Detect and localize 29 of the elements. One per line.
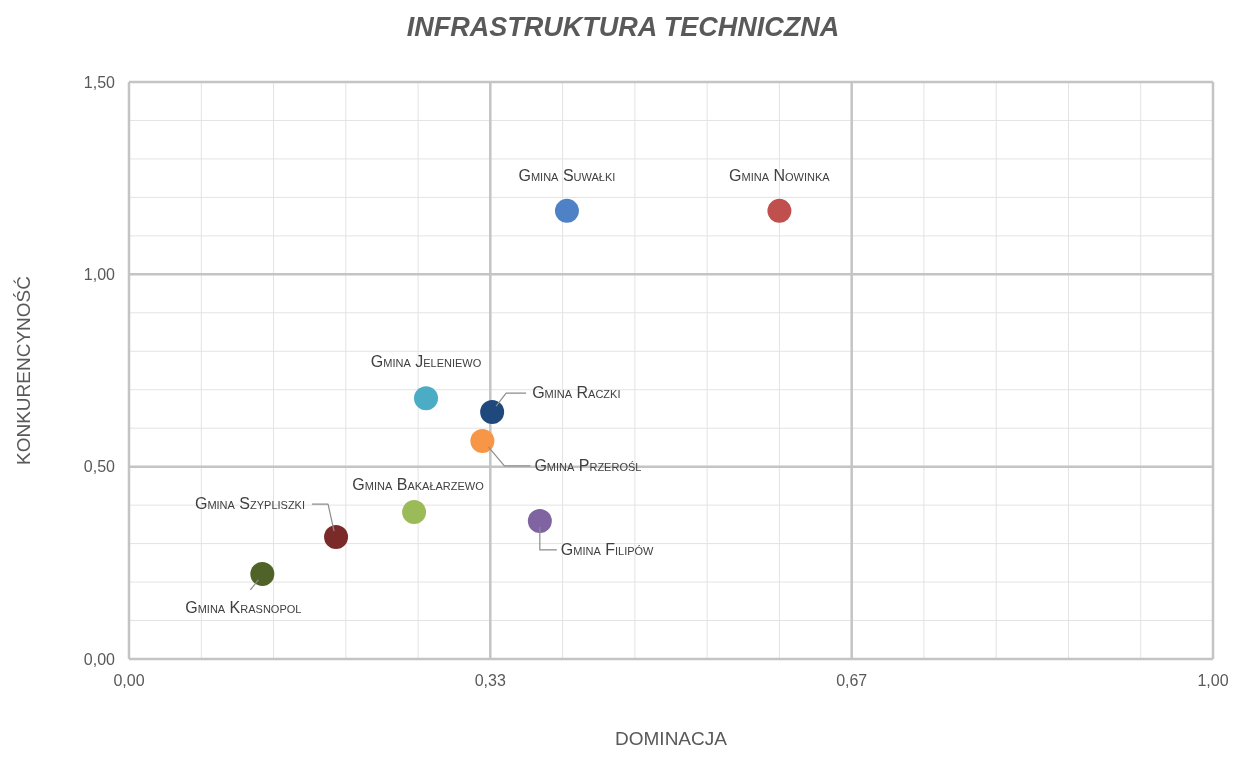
series-label: Gmina Szypliszki — [194, 495, 306, 513]
x-tick-label: 0,67 — [836, 672, 868, 690]
point — [250, 561, 275, 586]
y-tick-label: 1,00 — [83, 266, 116, 284]
series-label: Gmina Filipów — [560, 540, 655, 558]
text: Gmina Przerośl — [534, 456, 642, 474]
chart-title: INFRASTRUKTURA TECHNICZNA — [405, 12, 841, 43]
y-tick-label: 0,50 — [83, 458, 116, 476]
x-tick-label: 0,00 — [113, 672, 145, 690]
series-label: Gmina Krasnopol — [185, 598, 302, 616]
x-tick-label: 1,00 — [1197, 672, 1229, 690]
point — [324, 525, 349, 550]
point — [470, 428, 495, 453]
point — [480, 400, 505, 425]
y-axis-title: KONKURENCYNOŚĆ — [12, 276, 34, 465]
series-label: Gmina Raczki — [532, 384, 621, 402]
series-label: Gmina Jeleniewo — [370, 353, 482, 371]
y-tick-label: 0,00 — [83, 650, 116, 668]
x-axis-title: DOMINACJA — [615, 728, 728, 749]
x-tick-label: 0,33 — [474, 672, 506, 690]
point — [527, 508, 552, 533]
point — [767, 198, 792, 223]
series-label: Gmina Bakałarzewo — [352, 476, 485, 494]
series-label: Gmina Nowinka — [729, 166, 831, 184]
point — [414, 386, 439, 411]
point — [402, 500, 427, 525]
series-label: Gmina Suwałki — [518, 166, 616, 184]
point — [554, 198, 579, 223]
y-tick-label: 1,50 — [83, 73, 116, 91]
